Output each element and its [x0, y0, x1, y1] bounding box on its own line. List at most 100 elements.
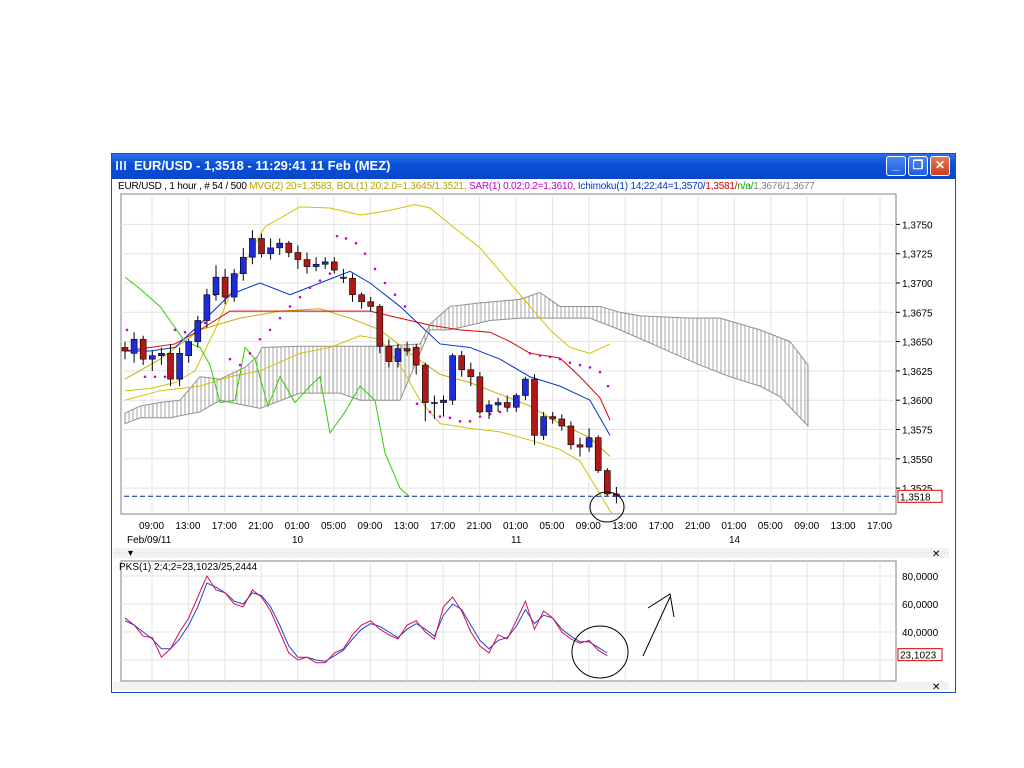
time-axis-label: 01:00: [721, 521, 746, 532]
minimize-button[interactable]: _: [886, 156, 906, 176]
candle-body: [440, 399, 447, 403]
candle-body: [503, 402, 511, 408]
candle-body: [376, 306, 384, 347]
candle-body: [576, 444, 584, 448]
time-axis-label: 09:00: [794, 521, 819, 532]
time-axis-label: 09:00: [139, 521, 164, 532]
candle-body: [249, 238, 256, 258]
sar-dot: [308, 286, 312, 289]
candle-body: [594, 437, 602, 471]
time-axis-label: 05:00: [758, 521, 783, 532]
sar-dot: [183, 330, 187, 334]
candle-body: [358, 294, 365, 303]
candle-body: [476, 376, 484, 413]
sar-dot: [468, 419, 472, 423]
sar-dot: [258, 337, 262, 341]
sar-dot: [363, 252, 367, 255]
candle-body: [385, 345, 393, 362]
sar-dot: [538, 354, 542, 357]
annotation-arrow-shaft: [642, 596, 671, 657]
date-label: 10: [292, 535, 304, 546]
price-axis-label: 1,3650: [902, 338, 933, 349]
sar-dot: [373, 267, 377, 271]
candle-body: [540, 416, 547, 436]
sar-dot: [606, 384, 610, 388]
candle-body: [403, 348, 411, 352]
price-axis-label: 1,3750: [902, 220, 933, 231]
current-price-marker: [897, 489, 943, 503]
time-axis-label: 13:00: [394, 521, 419, 532]
candle-body: [212, 276, 220, 296]
candle-body: [512, 395, 520, 408]
time-axis-label: 17:00: [649, 521, 674, 532]
close-button[interactable]: ✕: [930, 156, 950, 176]
time-axis-label: 17:00: [867, 521, 892, 532]
sar-dot: [393, 293, 397, 297]
candle-body: [449, 355, 456, 401]
sar-dot: [448, 416, 452, 420]
info-sar: SAR(1) 0.02;0.2=1,3610,: [468, 181, 578, 192]
candle-body: [149, 355, 156, 360]
candle-body: [203, 294, 211, 321]
sar-dot: [548, 355, 552, 359]
sar-dot: [598, 370, 602, 374]
info-ichimoku-chikou: n/a/: [737, 181, 754, 192]
time-axis-label: 13:00: [612, 521, 637, 532]
candle-body: [176, 353, 183, 380]
candle-body: [230, 273, 238, 298]
sar-dot: [328, 272, 332, 275]
candle-body: [240, 256, 247, 274]
sar-dot: [228, 357, 232, 361]
sar-dot: [248, 352, 252, 355]
sar-dot: [203, 321, 207, 325]
time-axis-label: 13:00: [175, 521, 200, 532]
window-menu-icon[interactable]: [116, 161, 128, 170]
info-ichimoku: Ichimoku(1) 14;22;44=1,3570/: [577, 181, 706, 192]
candle-body: [221, 276, 229, 298]
candle-body: [522, 378, 529, 396]
sar-dot: [438, 415, 442, 418]
bollinger-lower-band: [124, 335, 613, 515]
sar-dot: [298, 295, 302, 299]
sar-dot: [288, 305, 292, 308]
indicator-axis-label: 60,0000: [902, 600, 939, 611]
candle-body: [340, 276, 347, 279]
time-axis-label: 17:00: [212, 521, 237, 532]
info-ichimoku-cloud: 1,3676/1,3677: [753, 181, 815, 192]
candle-body: [549, 416, 557, 420]
maximize-button[interactable]: ❐: [908, 156, 928, 176]
indicator-axis-label: 80,0000: [902, 572, 939, 583]
candle-body: [531, 378, 538, 436]
ichimoku-cloud: [124, 291, 809, 428]
sar-dot: [588, 366, 592, 369]
indicator-info-bar: EUR/USD , 1 hour , # 54 / 500 MVG(2) 20=…: [118, 181, 815, 192]
sar-dot: [558, 357, 562, 361]
time-axis-label: 05:00: [539, 521, 564, 532]
info-ichimoku-kijun: 1,3581/: [705, 181, 738, 192]
candle-body: [258, 238, 265, 255]
candle-body: [558, 418, 566, 427]
sar-dot: [403, 305, 407, 308]
candle-body: [349, 278, 356, 296]
sar-dot: [335, 234, 339, 238]
price-axis-label: 1,3575: [902, 426, 933, 437]
time-axis-label: 21:00: [467, 521, 492, 532]
candle-body: [158, 353, 165, 356]
info-mvg: MVG(2) 20=1,3583,: [249, 181, 337, 192]
title-bar[interactable]: EUR/USD - 1,3518 - 11:29:41 11 Feb (MEZ)…: [112, 154, 955, 179]
candle-body: [567, 425, 575, 446]
sar-dot: [153, 375, 157, 379]
panel-collapse-icon: ▾: [128, 548, 133, 559]
date-label: Feb/09/11: [127, 535, 172, 546]
indicator-k-line: [124, 574, 608, 664]
sar-dot: [143, 375, 147, 379]
candle-body: [321, 261, 329, 265]
time-axis-label: 05:00: [321, 521, 346, 532]
sar-dot: [125, 328, 129, 332]
sar-dot: [238, 363, 242, 367]
candle-body: [585, 437, 593, 448]
candle-body: [139, 338, 147, 360]
candle-body: [394, 348, 402, 362]
time-axis-label: 09:00: [357, 521, 382, 532]
